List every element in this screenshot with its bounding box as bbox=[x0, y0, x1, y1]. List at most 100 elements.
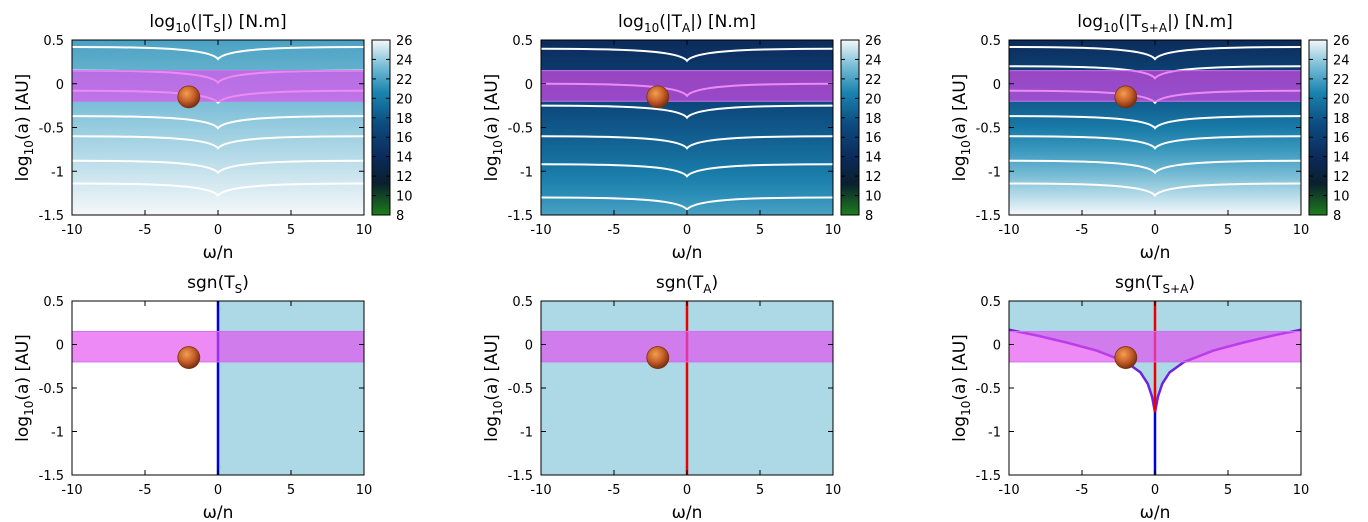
chart-title: log10(|TS+A|) [N.m] bbox=[1077, 12, 1233, 35]
colorbar: 26 24 22 20 18 16 14 12 10 8 bbox=[371, 34, 413, 224]
x-tick-label: 10 bbox=[356, 223, 373, 238]
x-tick-label: -5 bbox=[608, 483, 621, 498]
title-tsub: S bbox=[235, 282, 243, 296]
y-tick-label: -1 bbox=[51, 426, 64, 441]
y-tick-label: -1.5 bbox=[976, 209, 1001, 224]
colorbar-tick-label: 14 bbox=[865, 151, 882, 166]
colorbar-tick-label: 24 bbox=[396, 53, 413, 68]
title-base: sgn(T bbox=[656, 273, 704, 293]
x-tick-label: -10 bbox=[998, 483, 1019, 498]
y-tick-label: 0.5 bbox=[512, 34, 533, 49]
x-tick-label: 5 bbox=[1224, 483, 1232, 498]
y-tick-label: -1.5 bbox=[39, 209, 64, 224]
y-tick-label: 0 bbox=[993, 78, 1001, 93]
plot-area bbox=[72, 40, 364, 215]
x-tick-label: 0 bbox=[214, 483, 222, 498]
y-tick-label: -1 bbox=[51, 165, 64, 180]
x-tick-label: 10 bbox=[825, 223, 842, 238]
colorbar-tick-label: 20 bbox=[396, 92, 413, 107]
y-tick-label: -0.5 bbox=[39, 382, 64, 397]
x-tick-label: 10 bbox=[1293, 483, 1310, 498]
y-tick-label: 0.5 bbox=[980, 295, 1001, 310]
y-tick-label: -1.5 bbox=[39, 469, 64, 484]
title-mid: (|T bbox=[1118, 12, 1141, 32]
contour-line-1 bbox=[72, 46, 364, 61]
title-mid: (|T bbox=[191, 12, 214, 32]
colorbar-tick-label: 24 bbox=[865, 53, 882, 68]
title-sub: 10 bbox=[175, 21, 190, 35]
x-ticks: -10 -5 0 5 10 bbox=[530, 40, 841, 238]
contour-line-4 bbox=[1009, 115, 1301, 130]
x-axis-label: ω/n bbox=[672, 243, 703, 263]
colorbar-tick-label: 26 bbox=[865, 34, 882, 49]
y-ticks: 0.5 0 -0.5 -1 -1.5 bbox=[508, 295, 833, 484]
x-tick-label: 0 bbox=[214, 223, 222, 238]
title-end: ) bbox=[712, 273, 719, 293]
title-tsub: S+A bbox=[1162, 282, 1189, 296]
y-ticks: 0.5 0 -0.5 -1 -1.5 bbox=[39, 295, 364, 484]
x-tick-label: 5 bbox=[287, 223, 295, 238]
y-tick-label: -1.5 bbox=[976, 469, 1001, 484]
y-tick-label: -0.5 bbox=[976, 382, 1001, 397]
x-tick-label: 5 bbox=[756, 483, 764, 498]
colorbar-tick-label: 16 bbox=[396, 131, 413, 146]
plot-area bbox=[72, 301, 364, 475]
plot-area bbox=[541, 40, 833, 215]
y-axis-label-base: log bbox=[950, 155, 970, 181]
y-axis-label-sub: 10 bbox=[22, 401, 36, 416]
title-end: ) bbox=[242, 273, 249, 293]
colorbar-tick-label: 16 bbox=[1333, 131, 1350, 146]
contour-line-7 bbox=[72, 182, 364, 198]
colorbar-tick-label: 26 bbox=[1333, 34, 1350, 49]
x-tick-label: 0 bbox=[683, 483, 691, 498]
y-tick-label: 0 bbox=[525, 339, 533, 354]
colorbar-tick-label: 22 bbox=[396, 73, 413, 88]
colorbar-tick-label: 22 bbox=[1333, 73, 1350, 88]
y-axis-label-end: (a) [AU] bbox=[13, 334, 33, 400]
y-axis-label-sub: 10 bbox=[959, 401, 973, 416]
x-tick-label: 10 bbox=[825, 483, 842, 498]
x-ticks: -10 -5 0 5 10 bbox=[61, 301, 372, 498]
colorbar-tick-label: 24 bbox=[1333, 53, 1350, 68]
x-axis-label: ω/n bbox=[1140, 503, 1171, 522]
x-tick-label: 10 bbox=[1293, 223, 1310, 238]
x-tick-label: -10 bbox=[530, 483, 551, 498]
y-axis-label: log10(a) [AU] bbox=[950, 334, 973, 442]
planet-marker bbox=[646, 85, 670, 109]
plot-area bbox=[1009, 40, 1301, 215]
title-mid: (|T bbox=[659, 12, 682, 32]
y-axis-label-end: (a) [AU] bbox=[950, 334, 970, 400]
colorbar-tick-label: 16 bbox=[865, 131, 882, 146]
habitable-band bbox=[541, 330, 833, 363]
colorbar-tick-label: 10 bbox=[396, 190, 413, 205]
x-tick-label: -10 bbox=[61, 223, 82, 238]
x-ticks: -10 -5 0 5 10 bbox=[61, 40, 372, 238]
chart-title: sgn(TS+A) bbox=[1115, 273, 1195, 296]
y-tick-label: -0.5 bbox=[508, 122, 533, 137]
y-ticks: 0.5 0 -0.5 -1 -1.5 bbox=[508, 34, 833, 224]
planet-marker bbox=[1114, 346, 1138, 369]
title-base: log bbox=[618, 12, 644, 32]
plot-area bbox=[1009, 301, 1301, 475]
x-axis-label: ω/n bbox=[203, 243, 234, 263]
x-tick-label: 5 bbox=[1224, 223, 1232, 238]
colorbar-tick-label: 20 bbox=[865, 92, 882, 107]
title-base: log bbox=[149, 12, 175, 32]
x-axis-label: ω/n bbox=[203, 503, 234, 522]
chart-title: log10(|TS|) [N.m] bbox=[149, 12, 286, 35]
colorbar-tick-label: 12 bbox=[865, 170, 882, 185]
y-tick-label: -1 bbox=[520, 165, 533, 180]
y-axis-label-base: log bbox=[13, 416, 33, 442]
colorbar: 26 24 22 20 18 16 14 12 10 8 bbox=[840, 34, 882, 224]
y-axis-label-base: log bbox=[482, 416, 502, 442]
x-axis-label: ω/n bbox=[672, 503, 703, 522]
colorbar-tick-label: 8 bbox=[396, 209, 404, 224]
chart-title: sgn(TS) bbox=[187, 273, 249, 296]
title-tsub: S+A bbox=[1141, 21, 1168, 35]
colorbar-tick-label: 14 bbox=[396, 151, 413, 166]
contour-line-5 bbox=[1009, 135, 1301, 150]
